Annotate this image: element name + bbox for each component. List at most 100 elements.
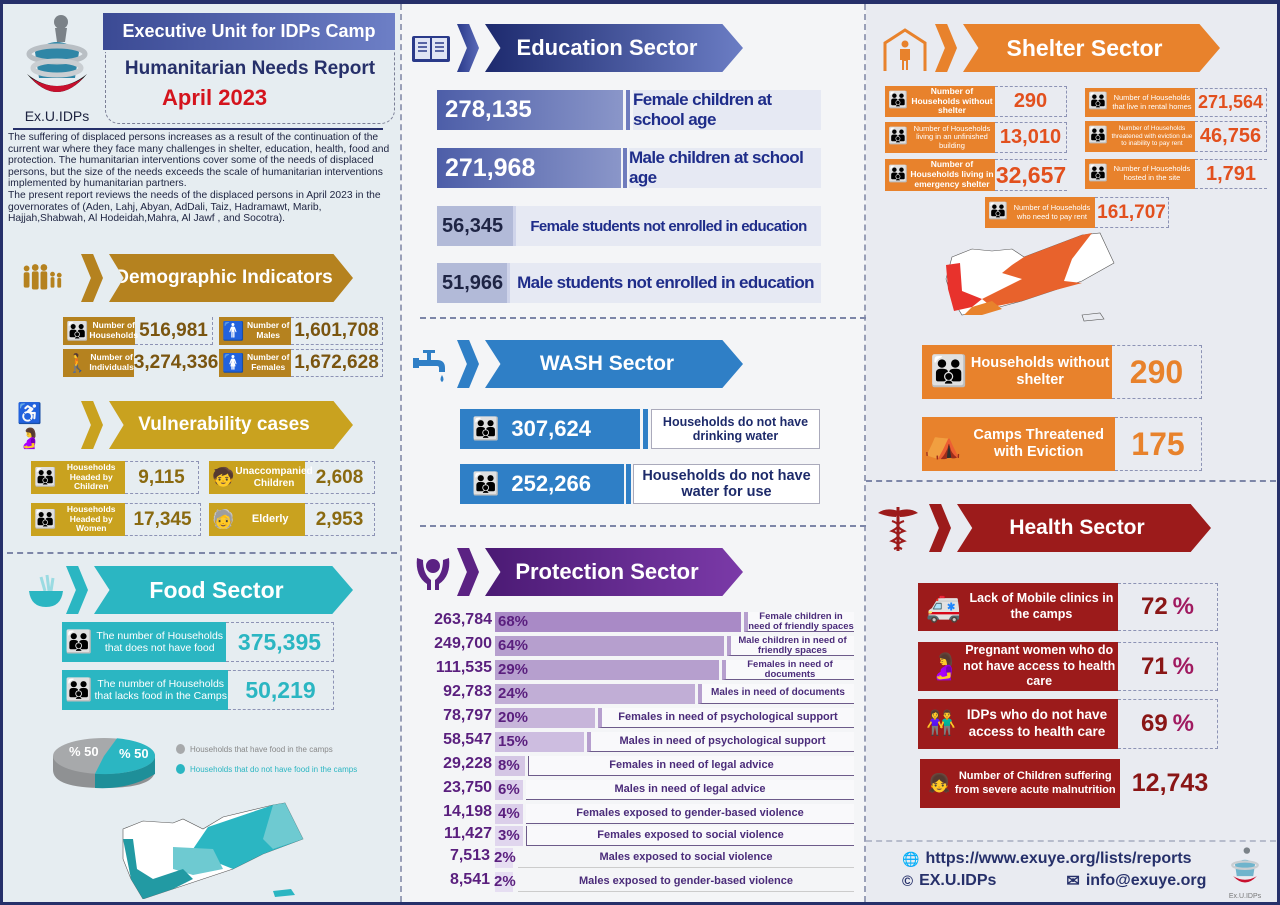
intro-text: The suffering of displaced persons incre… xyxy=(8,132,398,225)
health-pregnant-women: 🤰 Pregnant women who do not have access … xyxy=(918,642,1218,691)
family-icon: 👪 xyxy=(66,320,88,341)
food-households-lacks-food: 👪 The number of Households that lacks fo… xyxy=(62,670,334,710)
protection-bar xyxy=(495,804,523,824)
tile-label: Number of Households without shelter xyxy=(911,85,993,116)
protection-bar xyxy=(495,660,719,680)
children-icon: 🧒 xyxy=(212,467,234,488)
email-link[interactable]: info@exuye.org xyxy=(1085,872,1207,889)
tile-label: Elderly xyxy=(251,513,289,526)
protection-percent: 6% xyxy=(498,781,520,798)
footer-logo: Ex.U.IDPs xyxy=(1226,846,1264,900)
protection-label: Females in need of psychological support xyxy=(598,708,854,728)
family-icon: 👪 xyxy=(888,92,908,110)
health-label: Pregnant women who do not have access to… xyxy=(963,643,1116,689)
protection-percent: 2% xyxy=(494,873,516,890)
protection-bar xyxy=(495,756,525,776)
tile-label: Number of Females xyxy=(246,352,290,372)
report-title-box: Humanitarian Needs Report April 2023 xyxy=(105,52,395,124)
legend-marker-icon xyxy=(176,764,185,774)
education-label: Female students not enrolled in educatio… xyxy=(516,206,821,246)
pie-label-no-food: % 50 xyxy=(119,746,149,761)
protection-row: 11,427 3% Females exposed to social viol… xyxy=(412,825,854,846)
header-divider xyxy=(13,128,383,130)
family-icon: 👪 xyxy=(472,471,500,496)
protection-percent: 3% xyxy=(498,827,520,844)
education-value: 56,345 xyxy=(437,206,513,246)
protection-percent: 20% xyxy=(498,709,529,726)
protection-row: 58,547 15% Males in need of psychologica… xyxy=(412,731,854,752)
tile-label: Number of Households threatened with evi… xyxy=(1111,125,1193,148)
water-tap-icon xyxy=(411,344,455,386)
demographic-females: 🚺 Number of Females 1,672,628 xyxy=(219,349,383,377)
org-logo: Ex.U.IDPs xyxy=(17,12,97,124)
tile-value: 516,981 xyxy=(135,317,213,345)
health-unit: % xyxy=(1172,652,1195,680)
tile-value: 161,707 xyxy=(1095,197,1169,228)
tile-value: 1,791 xyxy=(1195,159,1267,189)
health-unit: % xyxy=(1172,710,1195,737)
globe-icon: 🌐 xyxy=(902,850,920,867)
tile-label: Number of Households that live in rental… xyxy=(1112,92,1192,111)
family-group-icon xyxy=(17,258,65,300)
chevron-icon xyxy=(935,24,957,72)
website-link[interactable]: https://www.exuye.org/lists/reports xyxy=(925,850,1192,867)
chevron-icon xyxy=(457,548,479,596)
demographic-title: Demographic Indicators xyxy=(109,254,353,302)
tile-value: 32,657 xyxy=(995,159,1067,191)
education-value: 51,966 xyxy=(437,263,507,303)
education-row: 278,135 Female children at school age xyxy=(437,90,821,130)
protection-label: Males in need of documents xyxy=(698,684,854,704)
demographic-males: 🚹 Number of Males 1,601,708 xyxy=(219,317,383,345)
tile-label: The number of Households that does not h… xyxy=(96,629,224,654)
left-column: Ex.U.IDPs Executive Unit for IDPs Camp H… xyxy=(3,4,400,902)
health-label: Number of Children suffering from severe… xyxy=(954,769,1116,796)
family-icon: 👪 xyxy=(1088,127,1108,145)
protection-percent: 8% xyxy=(498,757,520,774)
tile-label: Camps Threatened with Eviction xyxy=(973,427,1104,460)
tile-value: 46,756 xyxy=(1195,121,1267,152)
chevron-icon xyxy=(929,504,951,552)
tile-value: 375,395 xyxy=(226,622,334,662)
health-idps-no-access: 👫 IDPs who do not have access to health … xyxy=(918,699,1218,749)
protection-value: 7,513 xyxy=(449,847,490,864)
legend-marker-icon xyxy=(176,744,185,754)
report-date: April 2023 xyxy=(162,85,268,110)
protection-value: 8,541 xyxy=(449,871,490,888)
wash-label: Households do not have water for use xyxy=(633,464,820,504)
wash-row: 👪 252,266 Households do not have water f… xyxy=(460,464,820,504)
vulnerability-elderly: 🧓 Elderly 2,953 xyxy=(209,503,375,536)
food-households-no-food: 👪 The number of Households that does not… xyxy=(62,622,334,662)
family-icon: 👪 xyxy=(988,203,1008,221)
elderly-icon: 🧓 xyxy=(212,509,234,530)
food-banner: Food Sector xyxy=(29,566,353,614)
report-title: Humanitarian Needs Report xyxy=(124,58,376,79)
section-divider xyxy=(866,480,1276,482)
tile-value: 17,345 xyxy=(125,503,201,536)
pregnant-woman-icon: 🤰 xyxy=(928,651,961,682)
tile-label: The number of Households that lacks food… xyxy=(94,677,227,702)
protection-label: Females in need of legal advice xyxy=(528,756,854,776)
health-mobile-clinics: 🚑 Lack of Mobile clinics in the camps 72… xyxy=(918,583,1218,631)
protection-label: Females exposed to gender-based violence xyxy=(526,804,854,824)
food-title: Food Sector xyxy=(94,566,353,614)
tile-value: 2,608 xyxy=(305,461,375,494)
children-icon: 👧 xyxy=(928,773,951,794)
family-icon: 👪 xyxy=(1088,164,1108,182)
tile-value: 290 xyxy=(1112,345,1202,399)
protection-label: Males in need of psychological support xyxy=(587,732,854,752)
family-icon: 👪 xyxy=(1088,93,1108,111)
middle-column: Education Sector 278,135 Female children… xyxy=(400,4,866,902)
health-value: 12,743 xyxy=(1131,769,1209,797)
shelter-highlight-camps-eviction: ⛺ Camps Threatened with Eviction 175 xyxy=(922,417,1202,471)
family-icon: 👪 xyxy=(888,128,908,146)
shelter-need-pay-rent: 👪 Number of Households who need to pay r… xyxy=(985,197,1169,228)
tile-label: Number of Households living in an unfini… xyxy=(913,123,991,150)
shelter-banner: Shelter Sector xyxy=(883,24,1220,72)
protection-bar xyxy=(495,780,523,800)
family-icon: 👪 xyxy=(472,416,500,441)
health-label: Lack of Mobile clinics in the camps xyxy=(969,591,1114,621)
tile-value: 3,274,336 xyxy=(133,352,219,373)
protection-row: 92,783 24% Males in need of documents xyxy=(412,683,854,704)
education-label: Male children at school age xyxy=(629,148,821,188)
